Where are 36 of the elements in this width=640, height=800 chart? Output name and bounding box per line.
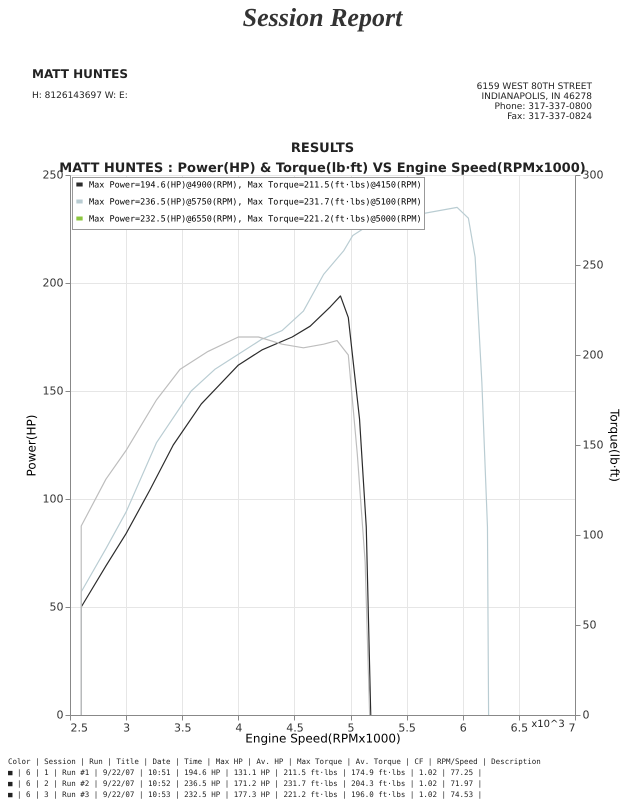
x-tick-label: 6 [460,722,467,734]
text: 6159 WEST 80TH STREET [476,82,592,92]
legend-label: Max Power=194.6(HP)@4900(RPM), Max Torque=211.5(ft·lbs)@4150(RPM) [89,180,422,190]
y2-tick-label: 0 [582,708,590,722]
x-tick-label: 2.5 [70,722,88,734]
legend-label: Max Power=232.5(HP)@6550(RPM), Max Torque=221.2(ft·lbs)@5000(RPM) [89,214,422,224]
y2-tick-label: 100 [582,528,604,542]
x-tick-label: 5 [348,722,355,734]
text: RESULTS [290,141,354,156]
text: MATT HUNTES [32,67,128,81]
text: INDIANAPOLIS, IN 46278 [481,92,592,102]
chart-title: Session Report [242,3,404,32]
y2-tick-label: 150 [582,438,604,452]
x-tick-label: 6.5 [510,722,528,734]
text: Fax: 317-337-0824 [507,112,592,122]
x-tick-label: 4 [235,722,242,734]
y-tick-label: 150 [42,384,64,398]
x-tick-label: 7 [568,722,576,734]
x-tick-label: 3.5 [174,722,192,734]
y2-tick-label: 200 [582,348,604,362]
text: x10^3 [531,719,565,730]
x-tick-label: 4.5 [286,722,304,734]
text: H: 8126143697 W: E: [32,91,128,101]
y-tick-label: 200 [42,276,64,290]
y-axis-title: Power(HP) [24,414,39,476]
y-tick-label: 100 [42,492,64,506]
y2-tick-label: 250 [582,258,604,272]
y2-axis-title: Torque(lb·ft) [607,408,622,482]
y-tick-label: 0 [56,708,64,722]
x-tick-label: 5.5 [398,722,416,734]
y-tick-label: 50 [50,600,64,614]
legend-label: Max Power=236.5(HP)@5750(RPM), Max Torque=231.7(ft·lbs)@5100(RPM) [89,198,422,208]
x-axis-title: Engine Speed(RPMx1000) [245,732,401,746]
y2-tick-label: 50 [582,618,596,632]
text: Phone: 317-337-0800 [494,102,592,112]
x-tick-label: 3 [123,722,130,734]
